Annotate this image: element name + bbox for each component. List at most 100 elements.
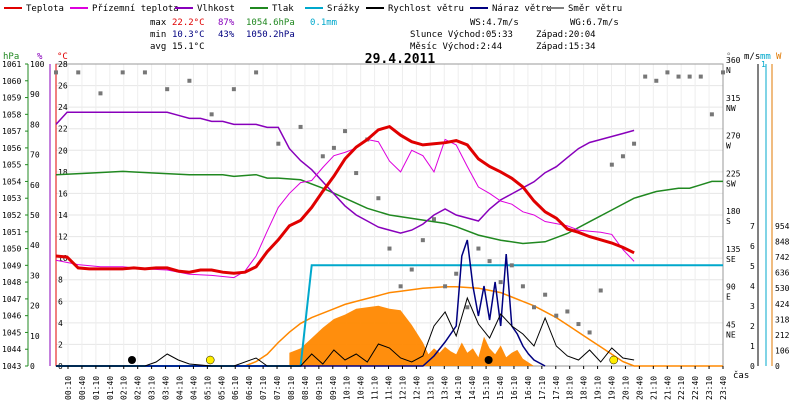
- x-tick-label-26: 13:10: [426, 376, 435, 400]
- wind-direction-point-15: [354, 171, 359, 176]
- axis-dir-tick-0: 360: [726, 56, 741, 65]
- axis-temp-tick-10: 8: [58, 276, 63, 285]
- wind-direction-point-22: [431, 217, 436, 222]
- stat-avg-temp: 15.1°C: [172, 42, 205, 52]
- axis-dir-tick-5: 135: [726, 245, 741, 254]
- stat-max-hum: 87%: [218, 18, 235, 28]
- wind-direction-point-5: [165, 87, 170, 92]
- stat-min-temp: 10.3°C: [172, 30, 205, 40]
- wind-direction-point-27: [487, 259, 492, 264]
- info-block: WS:4.7m/s WG:6.7m/s Slunce Východ:05:33 Záp…: [410, 18, 619, 52]
- x-tick-label-34: 17:10: [538, 376, 547, 400]
- x-tick-label-19: 09:40: [329, 376, 338, 400]
- stat-min-hum: 43%: [218, 30, 235, 40]
- x-tick-label-0: 00:10: [64, 376, 73, 400]
- x-tick-label-12: 06:10: [231, 376, 240, 400]
- stat-min-press: 1050.2hPa: [246, 30, 295, 40]
- x-tick-label-8: 04:10: [175, 376, 184, 400]
- wind-direction-point-26: [476, 246, 481, 251]
- wind-direction-point-47: [709, 112, 714, 117]
- x-tick-label-15: 07:40: [273, 376, 282, 400]
- axis-hpa-tick-8: 1053: [2, 194, 21, 203]
- sunset-marker: [609, 355, 618, 365]
- info-wg: WG:6.7m/s: [570, 18, 619, 28]
- wind-direction-point-44: [676, 74, 681, 79]
- wind-direction-point-2: [98, 91, 103, 96]
- axis-hpa-tick-14: 1047: [2, 295, 21, 304]
- axis-pct-tick-9: 10: [30, 332, 40, 341]
- x-tick-label-40: 20:10: [621, 376, 630, 400]
- axis-pct-tick-3: 70: [30, 151, 40, 160]
- axis-rad-tick-2: 742: [775, 253, 790, 262]
- axis-rad-tick-7: 212: [775, 331, 790, 340]
- axis-temp-tick-2: 24: [58, 103, 68, 112]
- x-tick-label-17: 08:40: [301, 376, 310, 400]
- axis-wind-tick-1: 6: [750, 242, 755, 251]
- legend: Teplota Přízemní teplota Vlhkost Tlak Srážky…: [4, 4, 622, 14]
- axis-hpa-tick-2: 1059: [2, 94, 21, 103]
- axis-rad-tick-4: 530: [775, 284, 790, 293]
- x-tick-label-28: 14:10: [454, 376, 463, 400]
- wind-direction-point-14: [343, 129, 348, 134]
- axis-dir-label-1: NW: [726, 104, 736, 113]
- axis-temp-tick-1: 26: [58, 82, 68, 91]
- wind-direction-point-39: [620, 154, 625, 159]
- x-tick-label-3: 01:40: [106, 376, 115, 400]
- axis-wind-unit: m/s: [744, 52, 760, 62]
- info-moon-set: Západ:15:34: [536, 42, 596, 52]
- axis-temp-tick-11: 6: [58, 297, 63, 306]
- axis-pct-tick-6: 40: [30, 241, 40, 250]
- x-tick-label-23: 11:40: [385, 376, 394, 400]
- wind-direction-point-8: [231, 87, 236, 92]
- humidity-line: [55, 111, 635, 234]
- stat-min-label: min: [150, 30, 166, 40]
- x-tick-label-27: 13:40: [440, 376, 449, 400]
- x-tick-label-22: 11:10: [371, 376, 380, 400]
- stat-max-rain: 0.1mm: [310, 18, 337, 28]
- wind-direction-point-19: [398, 284, 403, 289]
- x-tick-label-41: 20:40: [635, 376, 644, 400]
- x-tick-label-42: 21:10: [649, 376, 658, 400]
- legend-label-1: Přízemní teplota: [92, 4, 179, 14]
- x-tick-label-46: 23:10: [705, 376, 714, 400]
- wind-direction-point-24: [454, 271, 459, 276]
- axis-dir-tick-4: 180: [726, 207, 741, 216]
- legend-label-2: Vlhkost: [197, 4, 235, 14]
- axis-wind-tick-0: 7: [750, 222, 755, 231]
- axis-temp-tick-9: 10: [58, 254, 68, 263]
- axis-dir-label-5: SE: [726, 255, 736, 264]
- wind-direction-point-23: [443, 284, 448, 289]
- axis-hpa-tick-16: 1045: [2, 328, 21, 337]
- axis-hpa-tick-3: 1058: [2, 110, 21, 119]
- wind-direction-point-0: [54, 70, 58, 75]
- axis-temp-tick-6: 16: [58, 189, 68, 198]
- wind-direction-point-1: [76, 70, 81, 75]
- axis-wind-tick-7: 0: [750, 362, 755, 371]
- axis-hpa-unit: hPa: [3, 52, 19, 62]
- axis-dir-tick-3: 225: [726, 169, 741, 178]
- wind-direction-point-45: [687, 74, 692, 79]
- wind-direction-point-3: [120, 70, 125, 75]
- axis-pct-tick-5: 50: [30, 211, 40, 220]
- x-tick-label-32: 16:10: [510, 376, 519, 400]
- legend-label-6: Náraz větru: [492, 4, 552, 14]
- axis-rad-tick-3: 636: [775, 269, 790, 278]
- axis-pct-tick-4: 60: [30, 181, 40, 190]
- legend-label-0: Teplota: [26, 4, 64, 14]
- x-tick-label-39: 19:40: [608, 376, 617, 400]
- x-tick-label-5: 02:40: [134, 376, 143, 400]
- x-tick-label-31: 15:40: [496, 376, 505, 400]
- axis-rain-unit: mm: [760, 52, 771, 62]
- legend-label-7: Směr větru: [568, 4, 622, 14]
- solar-theoretical-line: [56, 286, 723, 367]
- wind-direction-point-20: [409, 267, 414, 272]
- wind-direction-point-40: [632, 141, 637, 146]
- x-tick-label-18: 09:10: [315, 376, 324, 400]
- axis-pct-tick-7: 30: [30, 271, 40, 280]
- x-tick-label-25: 12:40: [412, 376, 421, 400]
- axis-pct-tick-8: 20: [30, 302, 40, 311]
- axis-rad-tick-0: 954: [775, 222, 790, 231]
- axis-temp-tick-8: 12: [58, 233, 68, 242]
- x-tick-label-16: 08:10: [287, 376, 296, 400]
